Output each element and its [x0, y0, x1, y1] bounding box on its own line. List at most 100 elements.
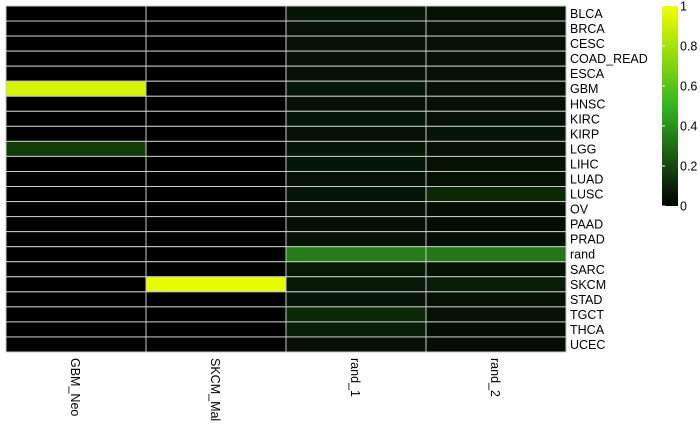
heatmap-cell	[285, 336, 427, 353]
scale-tick-label: 0.6	[680, 80, 697, 94]
heatmap-cell	[285, 125, 427, 142]
row-label: BLCA	[570, 7, 603, 21]
row-label: PRAD	[570, 233, 605, 247]
scale-tick-label: 0.2	[680, 160, 697, 174]
heatmap-cell	[285, 95, 427, 112]
row-label: LUAD	[570, 173, 603, 187]
heatmap-cell	[145, 186, 287, 203]
heatmap-cell	[425, 201, 567, 218]
heatmap-cell	[145, 95, 287, 112]
heatmap-cell	[285, 50, 427, 67]
scale-tick-label: 0.8	[680, 40, 697, 54]
heatmap-cell	[285, 80, 427, 97]
column-label: SKCM_Mal	[208, 358, 222, 421]
heatmap-cell	[5, 216, 147, 233]
heatmap-cell	[145, 291, 287, 308]
scale-tick-label: 0	[680, 200, 687, 214]
heatmap-cell	[145, 20, 287, 37]
heatmap-cell	[145, 125, 287, 142]
color-scale-bar	[662, 6, 678, 206]
heatmap-cell	[5, 5, 147, 22]
heatmap-cell	[145, 261, 287, 278]
heatmap-cell	[425, 35, 567, 52]
row-label: BRCA	[570, 22, 605, 36]
heatmap-cell	[285, 276, 427, 293]
heatmap-cell	[285, 186, 427, 203]
heatmap-cell	[425, 291, 567, 308]
heatmap-cell	[145, 35, 287, 52]
heatmap-cell	[5, 291, 147, 308]
heatmap-cell	[425, 336, 567, 353]
heatmap-cell	[285, 110, 427, 127]
heatmap-cell	[145, 321, 287, 338]
heatmap-cell	[145, 246, 287, 263]
heatmap-cell	[145, 155, 287, 172]
row-label: rand	[570, 248, 595, 262]
heatmap-cell	[425, 186, 567, 203]
row-label: HNSC	[570, 97, 605, 111]
column-label: rand_1	[348, 358, 362, 397]
column-labels: GBM_Neo SKCM_Mal rand_1 rand_2	[68, 358, 502, 421]
heatmap-cell	[285, 321, 427, 338]
heatmap-cell	[5, 50, 147, 67]
heatmap-cell	[425, 321, 567, 338]
heatmap-cell	[285, 170, 427, 188]
heatmap-cell	[285, 291, 427, 308]
heatmap-cell	[285, 261, 427, 278]
heatmap-cell	[425, 140, 567, 157]
heatmap-cell	[5, 201, 147, 218]
heatmap-cell	[145, 336, 287, 353]
heatmap-cell	[145, 201, 287, 218]
heatmap-cell	[5, 261, 147, 278]
scale-tick-label: 1	[680, 0, 687, 14]
row-label: KIRP	[570, 127, 599, 141]
heatmap-cell	[425, 170, 567, 188]
row-label: OV	[570, 203, 589, 217]
heatmap-cell	[425, 276, 567, 293]
heatmap-cell	[5, 110, 147, 127]
heatmap-cell	[145, 231, 287, 248]
heatmap-cell	[5, 306, 147, 323]
heatmap-cell	[145, 216, 287, 233]
heatmap-cell	[425, 110, 567, 127]
heatmap-cell	[285, 65, 427, 82]
heatmap-cell	[425, 231, 567, 248]
heatmap-cell	[285, 140, 427, 157]
row-label: SKCM	[570, 278, 606, 292]
column-label: rand_2	[488, 358, 502, 397]
row-label: THCA	[570, 323, 605, 337]
row-label: TGCT	[570, 308, 604, 322]
heatmap-cell	[145, 110, 287, 127]
heatmap-cell	[5, 170, 147, 188]
heatmap-cell	[145, 306, 287, 323]
heatmap-cell	[425, 125, 567, 142]
heatmap-cell	[285, 216, 427, 233]
heatmap-cell	[285, 201, 427, 218]
heatmap-cell	[5, 65, 147, 82]
heatmap-cell	[5, 276, 147, 293]
heatmap-cell	[285, 35, 427, 52]
row-label: SARC	[570, 263, 605, 277]
row-label: GBM	[570, 82, 598, 96]
color-scale-ticks: 0 0.2 0.4 0.6 0.8 1	[662, 0, 697, 214]
row-label: ESCA	[570, 67, 605, 81]
heatmap-cell	[5, 321, 147, 338]
heatmap-cell	[145, 50, 287, 67]
row-label: KIRC	[570, 112, 600, 126]
heatmap-cell	[425, 5, 567, 22]
heatmap-cell	[145, 276, 287, 293]
heatmap-cell	[425, 80, 567, 97]
heatmap-cell	[285, 20, 427, 37]
heatmap-cell	[285, 246, 427, 263]
heatmap-cell	[425, 216, 567, 233]
heatmap-cells	[5, 5, 567, 353]
row-label: CESC	[570, 37, 605, 51]
row-label: COAD_READ	[570, 52, 648, 66]
row-label: LGG	[570, 142, 596, 156]
heatmap-cell	[5, 80, 147, 97]
heatmap-cell	[145, 170, 287, 188]
row-label: LUSC	[570, 188, 603, 202]
heatmap-cell	[425, 306, 567, 323]
heatmap-cell	[5, 95, 147, 112]
